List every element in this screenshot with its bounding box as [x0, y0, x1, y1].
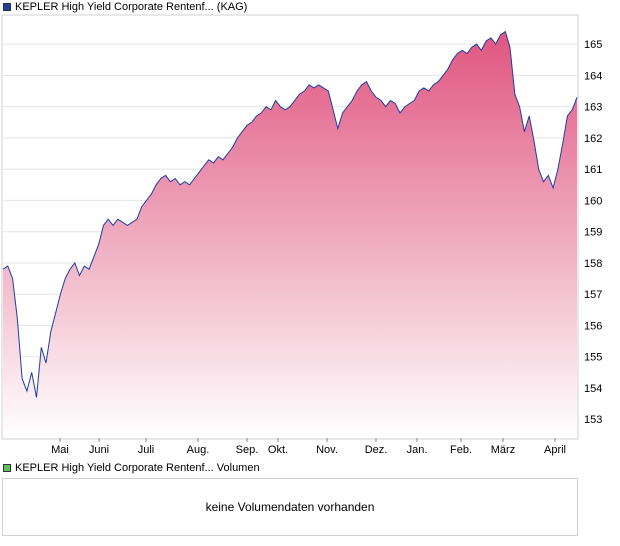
- y-tick-label: 160: [584, 195, 602, 207]
- y-tick-label: 164: [584, 70, 602, 82]
- y-tick-label: 165: [584, 39, 602, 51]
- x-tick-label: Nov.: [316, 444, 338, 456]
- y-tick-label: 154: [584, 383, 602, 395]
- volume-series-swatch: [3, 464, 11, 472]
- x-tick-label: Aug.: [187, 444, 210, 456]
- y-tick-label: 162: [584, 133, 602, 145]
- x-tick-label: Jan.: [407, 444, 428, 456]
- price-chart: 153154155156157158159160161162163164165 …: [1, 14, 602, 456]
- volume-legend-label: KEPLER High Yield Corporate Rentenf... V…: [15, 462, 260, 474]
- y-tick-label: 161: [584, 164, 602, 176]
- x-axis: Mai Juni Juli Aug. Sep. Okt. Nov. Dez. Jan. Feb. M…: [51, 438, 566, 456]
- y-tick-label: 156: [584, 320, 602, 332]
- x-tick-label: Sep.: [236, 444, 259, 456]
- x-tick-label: Feb.: [450, 444, 472, 456]
- price-legend-label: KEPLER High Yield Corporate Rentenf... (…: [15, 1, 248, 13]
- y-tick-label: 158: [584, 258, 602, 270]
- x-tick-label: April: [544, 444, 566, 456]
- y-tick-label: 155: [584, 352, 602, 364]
- y-tick-label: 159: [584, 227, 602, 239]
- volume-legend: KEPLER High Yield Corporate Rentenf... V…: [3, 461, 260, 475]
- price-legend: KEPLER High Yield Corporate Rentenf... (…: [3, 0, 247, 14]
- volume-empty-message: keine Volumendaten vorhanden: [205, 500, 375, 514]
- price-line: [2, 30, 578, 398]
- x-tick-label: März: [491, 444, 515, 456]
- x-tick-label: Okt.: [268, 444, 288, 456]
- x-tick-label: Mai: [51, 444, 69, 456]
- y-axis: 153 154 155 156 157 158 159 160 161 162 163 164 165: [584, 39, 602, 426]
- y-tick-label: 153: [584, 414, 602, 426]
- x-tick-label: Juni: [89, 444, 109, 456]
- x-tick-label: Dez.: [365, 444, 388, 456]
- y-tick-label: 157: [584, 289, 602, 301]
- price-series-swatch: [3, 3, 11, 11]
- x-tick-label: Juli: [138, 444, 155, 456]
- y-tick-label: 163: [584, 102, 602, 114]
- price-area: [3, 31, 577, 438]
- volume-panel: keine Volumendaten vorhanden: [2, 478, 578, 536]
